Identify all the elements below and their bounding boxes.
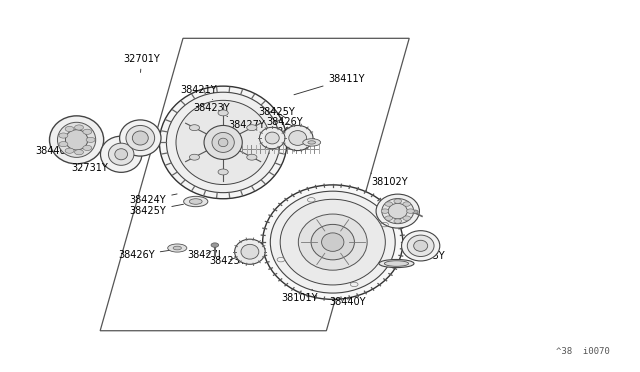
Circle shape <box>247 125 257 131</box>
Ellipse shape <box>382 199 413 224</box>
Ellipse shape <box>173 246 181 250</box>
Ellipse shape <box>308 141 316 144</box>
Circle shape <box>381 209 389 213</box>
Circle shape <box>247 154 257 160</box>
Ellipse shape <box>189 199 202 204</box>
Ellipse shape <box>100 136 142 172</box>
Text: 38426Y: 38426Y <box>267 118 303 128</box>
Ellipse shape <box>385 261 408 266</box>
Text: 38440Y: 38440Y <box>35 139 82 156</box>
Ellipse shape <box>259 127 285 149</box>
Text: 38421Y: 38421Y <box>180 85 217 99</box>
Ellipse shape <box>303 139 321 146</box>
Text: 38423Y: 38423Y <box>193 103 230 116</box>
Circle shape <box>406 209 414 213</box>
Ellipse shape <box>108 143 134 165</box>
Ellipse shape <box>166 92 280 193</box>
Ellipse shape <box>126 125 155 151</box>
Ellipse shape <box>401 231 440 261</box>
Ellipse shape <box>407 235 434 257</box>
Text: 38427Y: 38427Y <box>228 120 265 130</box>
Circle shape <box>394 219 401 223</box>
Text: 38427J: 38427J <box>187 250 221 260</box>
Circle shape <box>394 199 401 203</box>
Ellipse shape <box>58 122 96 157</box>
Ellipse shape <box>212 132 234 153</box>
Ellipse shape <box>184 196 208 207</box>
Circle shape <box>189 125 200 131</box>
Ellipse shape <box>132 131 148 145</box>
Ellipse shape <box>168 244 187 252</box>
Text: 38102Y: 38102Y <box>371 173 408 187</box>
Circle shape <box>211 243 219 247</box>
Ellipse shape <box>235 239 265 264</box>
Ellipse shape <box>218 138 228 147</box>
Ellipse shape <box>298 214 367 270</box>
Circle shape <box>59 142 68 147</box>
Ellipse shape <box>265 132 279 144</box>
Ellipse shape <box>49 116 104 164</box>
Circle shape <box>412 210 418 214</box>
Text: 38424Y: 38424Y <box>271 128 308 138</box>
Text: 38453Y: 38453Y <box>409 245 445 261</box>
Ellipse shape <box>280 199 385 285</box>
Text: 38411Y: 38411Y <box>294 74 365 95</box>
Circle shape <box>83 145 92 151</box>
Ellipse shape <box>176 100 270 185</box>
Ellipse shape <box>120 120 161 156</box>
Ellipse shape <box>388 203 407 219</box>
Text: 38425Y: 38425Y <box>129 204 184 216</box>
Circle shape <box>65 126 74 132</box>
Ellipse shape <box>241 244 259 259</box>
Circle shape <box>74 125 83 130</box>
Ellipse shape <box>115 149 127 160</box>
Circle shape <box>218 110 228 116</box>
Circle shape <box>86 137 95 142</box>
Ellipse shape <box>376 194 419 228</box>
Text: 32731Y: 32731Y <box>71 161 120 173</box>
Circle shape <box>385 202 392 206</box>
Ellipse shape <box>413 240 428 251</box>
Ellipse shape <box>204 125 243 160</box>
Text: 38424Y: 38424Y <box>130 194 177 205</box>
Ellipse shape <box>159 86 287 199</box>
Text: 38101Y: 38101Y <box>282 289 318 302</box>
Text: ^38  i0070: ^38 i0070 <box>556 347 610 356</box>
Ellipse shape <box>262 185 403 299</box>
Circle shape <box>385 216 392 220</box>
Ellipse shape <box>289 131 307 145</box>
Ellipse shape <box>311 224 355 260</box>
Circle shape <box>74 150 83 155</box>
Text: 38440Y: 38440Y <box>329 297 365 307</box>
Ellipse shape <box>379 260 414 267</box>
Ellipse shape <box>65 130 88 150</box>
Text: 32701Y: 32701Y <box>124 54 160 73</box>
Circle shape <box>218 169 228 175</box>
Text: 38423Y: 38423Y <box>209 256 246 266</box>
Text: 38426Y: 38426Y <box>118 249 177 260</box>
Ellipse shape <box>321 233 344 251</box>
Circle shape <box>403 216 411 220</box>
Circle shape <box>83 129 92 134</box>
Ellipse shape <box>282 125 313 151</box>
Text: 38425Y: 38425Y <box>259 107 295 118</box>
Circle shape <box>65 148 74 153</box>
Circle shape <box>59 133 68 138</box>
Ellipse shape <box>270 191 395 293</box>
Circle shape <box>189 154 200 160</box>
Circle shape <box>403 202 411 206</box>
